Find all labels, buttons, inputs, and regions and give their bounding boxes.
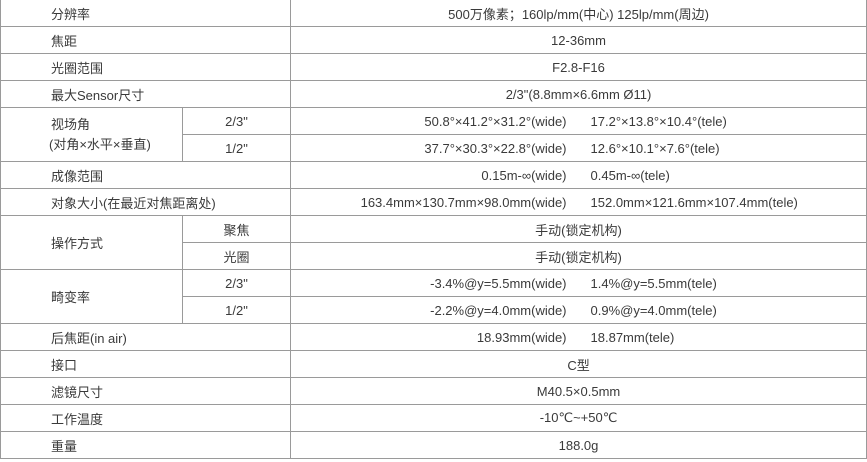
label: 滤镜尺寸 (0, 377, 292, 405)
label: 工作温度 (0, 404, 292, 432)
row-mod: 成像范围 0.15m-∞(wide) 0.45m-∞(tele) (0, 161, 867, 189)
label-line-1: 视场角 (51, 116, 91, 132)
tele: 18.87mm(tele) (590, 329, 675, 345)
value: 50.8°×41.2°×31.2°(wide) 17.2°×13.8°×10.4°… (290, 107, 867, 135)
value: 18.93mm(wide) 18.87mm(tele) (290, 323, 867, 351)
row-resolution: 分辨率 500万像素；160lp/mm(中心) 125lp/mm(周边) (0, 0, 867, 27)
row-distortion-1: 畸变率 2/3" -3.4%@y=5.5mm(wide) 1.4%@y=5.5mm… (0, 269, 867, 324)
value: -10℃~+50℃ (290, 404, 867, 432)
label: 光圈范围 (0, 53, 292, 81)
value: 188.0g (290, 431, 867, 459)
tele: 152.0mm×121.6mm×107.4mm(tele) (590, 194, 798, 210)
value: 0.15m-∞(wide) 0.45m-∞(tele) (290, 161, 867, 189)
sub-label: 光圈 (181, 242, 292, 270)
label: 成像范围 (0, 161, 292, 189)
row-temperature: 工作温度 -10℃~+50℃ (0, 404, 867, 432)
value: 500万像素；160lp/mm(中心) 125lp/mm(周边) (290, 0, 867, 27)
tele: 0.45m-∞(tele) (590, 167, 670, 183)
tele: 12.6°×10.1°×7.6°(tele) (590, 140, 720, 156)
label: 重量 (0, 431, 292, 459)
value: 手动(锁定机构) (290, 242, 867, 270)
row-aperture: 光圈范围 F2.8-F16 (0, 53, 867, 81)
tele: 17.2°×13.8°×10.4°(tele) (590, 113, 727, 129)
wide: 163.4mm×130.7mm×98.0mm(wide) (360, 194, 567, 210)
label: 视场角 (对角×水平×垂直) (0, 107, 183, 162)
wide: -3.4%@y=5.5mm(wide) (430, 275, 567, 291)
value: 2/3"(8.8mm×6.6mm Ø11) (290, 80, 867, 108)
value: C型 (290, 350, 867, 378)
row-mount: 接口 C型 (0, 350, 867, 378)
wide: -2.2%@y=4.0mm(wide) (430, 302, 567, 318)
tele: 0.9%@y=4.0mm(tele) (590, 302, 717, 318)
label: 对象大小(在最近对焦距离处) (0, 188, 292, 216)
tele: 1.4%@y=5.5mm(tele) (590, 275, 717, 291)
format: 2/3" (181, 107, 292, 135)
format: 1/2" (181, 296, 292, 324)
value: -2.2%@y=4.0mm(wide) 0.9%@y=4.0mm(tele) (290, 296, 867, 324)
value: M40.5×0.5mm (290, 377, 867, 405)
sub-label: 聚焦 (181, 215, 292, 243)
value: -3.4%@y=5.5mm(wide) 1.4%@y=5.5mm(tele) (290, 269, 867, 297)
format: 1/2" (181, 134, 292, 162)
value: F2.8-F16 (290, 53, 867, 81)
format: 2/3" (181, 269, 292, 297)
row-fov-2: 1/2" 37.7°×30.3°×22.8°(wide) 12.6°×10.1°×… (1, 134, 867, 162)
wide: 18.93mm(wide) (476, 329, 567, 345)
label: 接口 (0, 350, 292, 378)
row-filter: 滤镜尺寸 M40.5×0.5mm (0, 377, 867, 405)
row-operation-1: 操作方式 聚焦 手动(锁定机构) (0, 215, 867, 270)
value: 163.4mm×130.7mm×98.0mm(wide) 152.0mm×121.… (290, 188, 867, 216)
value: 手动(锁定机构) (290, 215, 867, 243)
row-fov-1: 视场角 (对角×水平×垂直) 2/3" 50.8°×41.2°×31.2°(wi… (0, 107, 867, 162)
wide: 0.15m-∞(wide) (481, 167, 567, 183)
label: 最大Sensor尺寸 (0, 80, 292, 108)
wide: 37.7°×30.3°×22.8°(wide) (424, 140, 567, 156)
label: 焦距 (0, 26, 292, 54)
row-weight: 重量 188.0g (0, 431, 867, 459)
label: 后焦距(in air) (0, 323, 292, 351)
label-line-2: (对角×水平×垂直) (49, 136, 151, 152)
row-operation-2: 光圈 手动(锁定机构) (1, 242, 867, 270)
label: 操作方式 (0, 215, 183, 270)
row-sensor: 最大Sensor尺寸 2/3"(8.8mm×6.6mm Ø11) (0, 80, 867, 108)
row-object-size: 对象大小(在最近对焦距离处) 163.4mm×130.7mm×98.0mm(wi… (0, 188, 867, 216)
value: 37.7°×30.3°×22.8°(wide) 12.6°×10.1°×7.6°(… (290, 134, 867, 162)
row-focal-length: 焦距 12-36mm (0, 26, 867, 54)
value: 12-36mm (290, 26, 867, 54)
row-back-focal: 后焦距(in air) 18.93mm(wide) 18.87mm(tele) (0, 323, 867, 351)
label: 分辨率 (0, 0, 292, 27)
wide: 50.8°×41.2°×31.2°(wide) (424, 113, 567, 129)
label: 畸变率 (0, 269, 183, 324)
